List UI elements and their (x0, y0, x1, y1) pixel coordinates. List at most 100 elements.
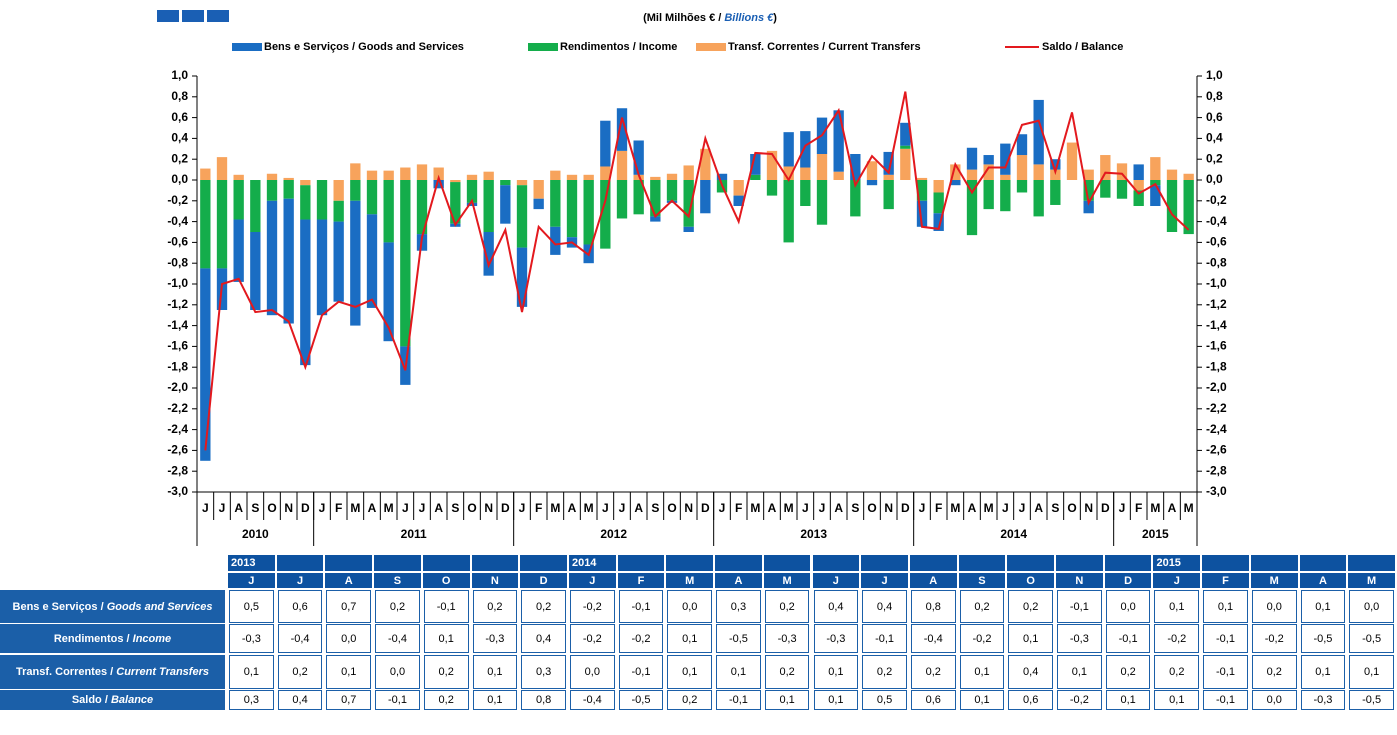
table-cell: -0,1 (1105, 624, 1151, 653)
table-cell: -0,1 (1203, 690, 1248, 710)
x-tick-label: M (1184, 501, 1194, 515)
bar-segment (366, 170, 378, 180)
bar-segment (800, 180, 811, 206)
table-cell: 0,1 (1300, 655, 1346, 689)
bar-segment (550, 170, 561, 180)
x-tick-label: J (219, 501, 226, 515)
year-header (909, 555, 957, 571)
x-tick-label: D (1101, 501, 1110, 515)
bar-segment (683, 180, 694, 227)
table-cell: -0,5 (618, 690, 664, 710)
bar-segment (750, 174, 761, 180)
row-label-en: Current Transfers (116, 666, 209, 678)
bar-segment (466, 174, 478, 180)
bar-segment (1000, 180, 1011, 212)
bar-segment (966, 147, 978, 170)
table-cell: 0,1 (1154, 690, 1200, 710)
table-cell: 0,4 (862, 590, 907, 623)
year-label: 2013 (800, 527, 827, 541)
bar-segment (700, 148, 711, 180)
row-label-text: Bens e Serviços / Goods and Services (7, 601, 219, 613)
table-cell: 0,2 (1154, 655, 1200, 689)
bar-segment (300, 219, 311, 366)
table-cell: -0,2 (1057, 690, 1102, 710)
table-cell: 0,1 (1008, 624, 1054, 653)
bar-segment (216, 157, 228, 180)
bar-segment (566, 180, 578, 238)
y2-tick-label: -0,6 (1206, 235, 1227, 249)
table-cell: -0,4 (277, 624, 323, 653)
table-cell: 0,4 (813, 590, 859, 623)
legend-swatch (528, 43, 558, 51)
table-cell: 0,6 (1008, 690, 1054, 710)
y-tick-label: 0,8 (171, 89, 188, 103)
table-cell: 0,0 (375, 655, 420, 689)
bar-segment (1083, 200, 1094, 214)
bar-segment (933, 180, 944, 193)
table-cell: 0,2 (862, 655, 907, 689)
bar-segment (800, 167, 811, 180)
table-cell: -0,3 (813, 624, 859, 653)
x-tick-label: N (884, 501, 893, 515)
bar-segment (616, 150, 628, 180)
bar-segment (266, 173, 278, 180)
table-cell: 0,6 (277, 590, 323, 623)
x-tick-label: S (251, 501, 259, 515)
bar-segment (1150, 185, 1161, 206)
y-tick-label: -3,0 (167, 484, 188, 498)
x-tick-label: J (519, 501, 526, 515)
legend-label: Rendimentos / Income (560, 41, 677, 53)
bar-segment (383, 242, 394, 342)
table-cell: -0,2 (1154, 624, 1200, 653)
bar-segment (416, 164, 428, 180)
x-tick-label: F (1135, 501, 1142, 515)
bar-segment (866, 180, 878, 186)
x-tick-label: O (267, 501, 276, 515)
table-cell: -0,1 (1203, 624, 1248, 653)
table-cell: 0,3 (521, 655, 566, 689)
table-cell: -0,5 (1349, 624, 1394, 653)
bar-segment (983, 180, 994, 210)
y-tick-label: -1,6 (167, 339, 188, 353)
table-cell: 0,1 (326, 655, 372, 689)
x-tick-label: J (319, 501, 326, 515)
table-cell: 0,3 (229, 690, 274, 710)
bar-segment (866, 161, 878, 180)
y-tick-label: -1,2 (167, 297, 188, 311)
bar-segment (1050, 159, 1061, 170)
bar-segment (533, 180, 544, 199)
year-header (617, 555, 665, 571)
legend-label: Transf. Correntes / Current Transfers (728, 41, 921, 53)
bar-segment (1083, 180, 1094, 201)
bar-segment (250, 232, 261, 310)
bar-segment (300, 180, 311, 186)
bar-segment (383, 180, 394, 243)
y2-tick-label: -1,4 (1206, 318, 1227, 332)
bar-segment (550, 226, 561, 255)
year-header: 2013 (228, 555, 275, 571)
table-cell: 0,2 (959, 590, 1005, 623)
y2-tick-label: -0,4 (1206, 214, 1227, 228)
bar-segment (583, 180, 594, 245)
table-cell: 0,0 (667, 590, 713, 623)
bar-segment (600, 120, 611, 167)
row-label: Rendimentos / Income (0, 624, 225, 653)
subtitle-en: Billions € (724, 12, 774, 24)
y2-tick-label: -1,8 (1206, 359, 1227, 373)
y-tick-label: -1,8 (167, 359, 188, 373)
bar-segment (900, 145, 911, 149)
bar-segment (416, 180, 428, 235)
y2-tick-label: -2,6 (1206, 443, 1227, 457)
bar-segment (350, 180, 361, 201)
table-cell: 0,1 (667, 655, 713, 689)
bar-segment (933, 192, 944, 214)
y2-tick-label: -0,8 (1206, 255, 1227, 269)
year-header (958, 555, 1006, 571)
y-tick-label: -2,0 (167, 380, 188, 394)
year-header (520, 555, 567, 571)
month-header: S (958, 573, 1006, 588)
bar-segment (666, 173, 678, 180)
bar-segment (1083, 169, 1094, 180)
legend-swatch (232, 43, 262, 51)
table-cell: -0,4 (375, 624, 420, 653)
